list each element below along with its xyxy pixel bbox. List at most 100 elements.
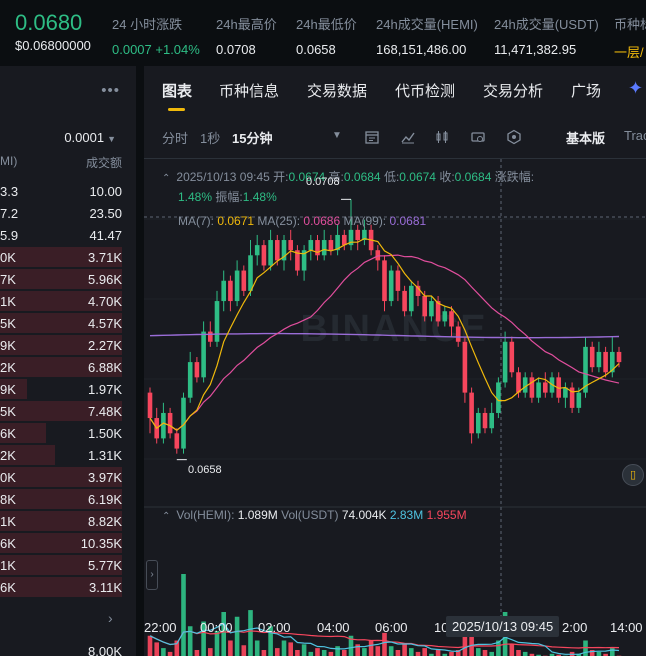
time-tick: 00:00 bbox=[200, 620, 233, 635]
volume-bar bbox=[368, 640, 374, 656]
book-total: 6.88K bbox=[88, 360, 122, 375]
volume-bar bbox=[596, 651, 602, 656]
stat-value[interactable]: 一层/ bbox=[614, 45, 644, 60]
candle-body bbox=[315, 240, 320, 256]
candle-body bbox=[516, 372, 521, 393]
chart-tabs: 图表 币种信息 交易数据 代币检测 交易分析 广场 ✦ bbox=[144, 66, 646, 112]
book-row[interactable]: 2K 6.88K bbox=[0, 356, 136, 378]
candle-body bbox=[268, 240, 273, 266]
depth-bar bbox=[0, 555, 122, 575]
vol-ma2-value: 1.955M bbox=[426, 508, 467, 522]
settings-icon[interactable] bbox=[470, 129, 486, 145]
volume-bar bbox=[395, 650, 401, 656]
book-last-row[interactable]: 8.00K bbox=[0, 644, 136, 656]
book-row[interactable]: 6K 1.50K bbox=[0, 422, 136, 444]
tab-token-check[interactable]: 代币检测 bbox=[395, 83, 456, 100]
interval-1s[interactable]: 1秒 bbox=[200, 131, 221, 146]
candle-body bbox=[502, 341, 508, 383]
candle-body bbox=[281, 240, 287, 261]
interval-15m[interactable]: 15分钟 bbox=[232, 131, 273, 146]
book-row[interactable]: 8K 6.19K bbox=[0, 488, 136, 510]
depth-bar bbox=[0, 269, 122, 289]
book-total: 3.97K bbox=[88, 470, 122, 485]
candle-body bbox=[589, 346, 595, 368]
candle-body bbox=[308, 240, 314, 251]
book-amount: 9K bbox=[0, 382, 16, 397]
candle-body bbox=[174, 433, 180, 449]
collapse-icon[interactable]: ⌃ bbox=[162, 511, 171, 522]
volume-bar bbox=[147, 635, 153, 656]
time-tick: 22:00 bbox=[144, 620, 177, 635]
time-tick: 06:00 bbox=[375, 620, 408, 635]
view-basic[interactable]: 基本版 bbox=[566, 131, 606, 146]
book-amount: 2K bbox=[0, 448, 16, 463]
book-row[interactable]: 6K 10.35K bbox=[0, 532, 136, 554]
precision-select[interactable]: 0.0001 ▼ bbox=[64, 130, 116, 145]
book-row[interactable]: 1K 4.70K bbox=[0, 290, 136, 312]
interval-dropdown-icon[interactable]: ▼ bbox=[332, 130, 342, 141]
depth-bar bbox=[0, 423, 46, 443]
candle-body bbox=[543, 382, 548, 393]
book-total: 3.11K bbox=[88, 580, 122, 595]
book-row[interactable]: 5K 7.48K bbox=[0, 400, 136, 422]
tab-chart[interactable]: 图表 bbox=[162, 83, 193, 100]
candle-body bbox=[442, 311, 448, 322]
candle-body bbox=[395, 270, 401, 291]
vol-hemi-label: Vol(HEMI): bbox=[176, 508, 235, 522]
book-total: 5.96K bbox=[88, 272, 122, 287]
sparkle-icon[interactable]: ✦ bbox=[628, 78, 644, 98]
book-total: 1.50K bbox=[88, 426, 122, 441]
ma25-line bbox=[149, 254, 620, 432]
view-trading[interactable]: Trac bbox=[624, 128, 646, 143]
stat-token-tag[interactable]: 币种标 一层/ bbox=[614, 14, 646, 61]
book-row[interactable]: 0K 3.97K bbox=[0, 466, 136, 488]
candle-body bbox=[147, 392, 153, 419]
hexagon-icon[interactable] bbox=[506, 129, 522, 145]
book-row[interactable]: 3.3 10.00 bbox=[0, 180, 136, 202]
book-total: 10.00 bbox=[89, 184, 122, 199]
candle-body bbox=[409, 285, 414, 312]
book-row[interactable]: 9K 1.97K bbox=[0, 378, 136, 400]
candle-type-icon[interactable] bbox=[434, 129, 450, 145]
tab-trade-data[interactable]: 交易数据 bbox=[307, 83, 368, 100]
book-row[interactable]: 7.2 23.50 bbox=[0, 202, 136, 224]
stat-value: 0.0658 bbox=[296, 42, 336, 57]
tab-square[interactable]: 广场 bbox=[571, 83, 602, 100]
book-amount: 5K bbox=[0, 404, 16, 419]
book-row[interactable]: 5.9 41.47 bbox=[0, 224, 136, 246]
volume-bar bbox=[268, 626, 273, 656]
candle-body bbox=[187, 362, 193, 398]
kline-chart[interactable]: BINANCE bbox=[144, 159, 646, 656]
book-row[interactable]: 7K 5.96K bbox=[0, 268, 136, 290]
book-row[interactable]: 2K 1.31K bbox=[0, 444, 136, 466]
more-dots-icon[interactable]: ••• bbox=[101, 82, 120, 99]
chart-scroll-handle[interactable]: › bbox=[146, 560, 158, 590]
book-row[interactable]: 1K 5.77K bbox=[0, 554, 136, 576]
book-amount: 5.9 bbox=[0, 228, 19, 243]
book-amount: 5K bbox=[0, 316, 16, 331]
book-row[interactable]: 6K 3.11K bbox=[0, 576, 136, 598]
volume-bar bbox=[321, 650, 327, 656]
stat-label: 24h成交量(HEMI) bbox=[376, 17, 478, 32]
candle-body bbox=[295, 250, 300, 271]
book-row[interactable]: 9K 2.27K bbox=[0, 334, 136, 356]
time-tick: 2:00 bbox=[562, 620, 588, 635]
book-amount: 6K bbox=[0, 426, 16, 441]
candle-body bbox=[415, 285, 421, 296]
volume-bar bbox=[375, 646, 381, 656]
book-row[interactable]: 5K 4.57K bbox=[0, 312, 136, 334]
calendar-icon[interactable] bbox=[364, 129, 380, 145]
tab-token-info[interactable]: 币种信息 bbox=[219, 83, 280, 100]
candle-body bbox=[596, 351, 602, 368]
chevron-right-icon[interactable]: › bbox=[108, 610, 113, 626]
time-tick: 14:00 bbox=[610, 620, 643, 635]
indicator-icon[interactable] bbox=[400, 129, 416, 145]
tab-trade-analysis[interactable]: 交易分析 bbox=[483, 83, 544, 100]
interval-time[interactable]: 分时 bbox=[162, 131, 189, 146]
book-row[interactable]: 0K 3.71K bbox=[0, 246, 136, 268]
collapse-icon[interactable]: ⌃ bbox=[162, 173, 171, 184]
volume-bar bbox=[435, 650, 441, 656]
chart-widget-icon[interactable]: ▯ bbox=[622, 464, 644, 486]
book-amount: 7.2 bbox=[0, 206, 19, 221]
book-row[interactable]: 1K 8.82K bbox=[0, 510, 136, 532]
